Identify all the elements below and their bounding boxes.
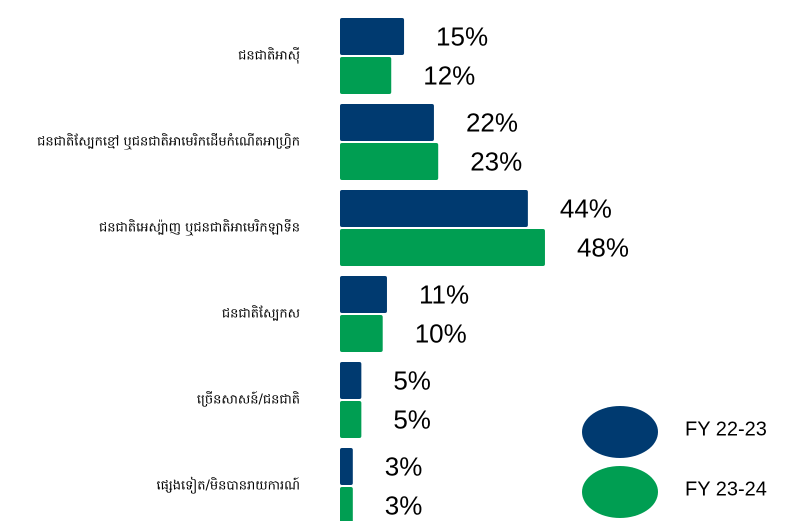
bar: [340, 487, 353, 521]
category-label: ច្រើនសាសន៍/ជនជាតិ: [197, 391, 300, 408]
value-label: 12%: [423, 60, 475, 90]
bar: [340, 143, 439, 180]
legend-swatch: [582, 466, 658, 518]
value-label: 10%: [415, 318, 467, 348]
bar: [340, 401, 362, 438]
category-label: ផ្សេងទៀត/មិនបានរាយការណ៍: [156, 477, 300, 495]
legend-label: FY 23-24: [685, 478, 767, 500]
category-label: ជនជាតិស្បែកខ្មៅ ឬជនជាតិអាមេរិកដើមកំណើតអា…: [37, 133, 300, 151]
bar: [340, 18, 405, 55]
value-label: 3%: [385, 451, 423, 481]
bar: [340, 104, 434, 141]
value-label: 5%: [393, 365, 431, 395]
bar: [340, 229, 545, 266]
value-label: 5%: [393, 404, 431, 434]
category-label: ជនជាតិអាស៊ី: [238, 47, 300, 65]
bar: [340, 190, 528, 227]
bar: [340, 315, 383, 352]
value-label: 44%: [560, 193, 612, 223]
value-label: 11%: [419, 279, 469, 309]
bar: [340, 57, 392, 94]
value-label: 15%: [436, 21, 488, 51]
value-label: 22%: [466, 107, 518, 137]
value-label: 3%: [385, 490, 423, 520]
bar: [340, 448, 353, 485]
legend-label: FY 22-23: [685, 418, 767, 440]
category-label: ជនជាតិអេស្ប៉ាញ ឬជនជាតិអាមេរិកឡាទីន: [99, 219, 300, 237]
category-label: ជនជាតិស្បែកស: [222, 305, 300, 322]
bar: [340, 276, 387, 313]
bar: [340, 362, 362, 399]
value-label: 48%: [577, 232, 629, 262]
value-label: 23%: [470, 146, 522, 176]
legend-swatch: [582, 406, 658, 458]
